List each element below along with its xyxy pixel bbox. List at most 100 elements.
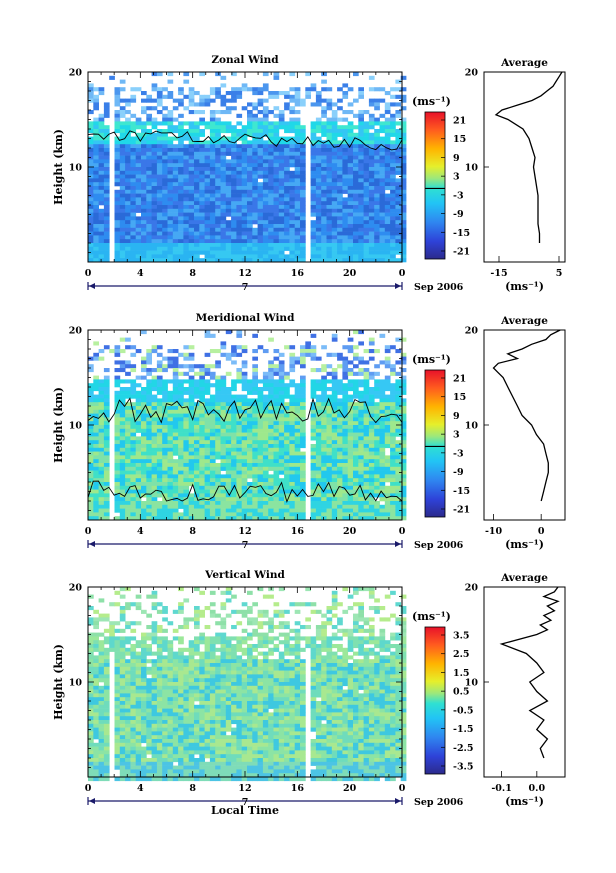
colorbar-unit: (ms⁻¹) bbox=[412, 353, 451, 366]
colorbar-label: 3 bbox=[453, 430, 460, 441]
colorbar-label: 0.5 bbox=[453, 687, 470, 698]
colorbar-label: 9 bbox=[453, 411, 460, 422]
x-tick-label: 0 bbox=[85, 526, 92, 537]
colorbar-label: 15 bbox=[453, 392, 466, 403]
x-tick-label: 20 bbox=[343, 268, 357, 279]
colorbar-label: -3.5 bbox=[453, 762, 473, 773]
wind-panel-0: Zonal Wind 10 20 Height (km) 0 4 8 12 16 20 0 7 Sep … bbox=[52, 54, 566, 293]
colorbar bbox=[424, 111, 446, 260]
colorbar-label: -15 bbox=[453, 228, 470, 239]
colorbar-label: -3 bbox=[453, 448, 464, 459]
x-tick-label: 16 bbox=[291, 783, 305, 794]
x-tick-label: 0 bbox=[399, 268, 406, 279]
colorbar-label: 1.5 bbox=[453, 668, 470, 679]
colorbar-label: -3 bbox=[453, 190, 464, 201]
x-tick-label: 8 bbox=[189, 783, 196, 794]
wind-panel-2: Vertical Wind 10 20 Height (km) 0 4 8 12 16 20 0 7 S… bbox=[52, 569, 566, 817]
profile-x-tick-label: 5 bbox=[556, 268, 563, 279]
x-tick-label: 0 bbox=[85, 268, 92, 279]
profile-title: Average bbox=[500, 315, 548, 327]
profile-unit: (ms⁻¹) bbox=[505, 795, 544, 808]
y-tick-label: 20 bbox=[69, 326, 83, 337]
colorbar-label: -21 bbox=[453, 505, 470, 516]
colorbar-label: 21 bbox=[453, 116, 466, 127]
date-label: Sep 2006 bbox=[414, 540, 464, 551]
x-tick-label: 12 bbox=[238, 526, 251, 537]
y-tick-label: 10 bbox=[69, 678, 83, 689]
x-tick-label: 0 bbox=[85, 783, 92, 794]
x-tick-label: 12 bbox=[238, 783, 251, 794]
zero-contour-low bbox=[87, 480, 403, 504]
y-axis-label: Height (km) bbox=[52, 644, 65, 720]
profile-frame bbox=[483, 586, 566, 778]
profile-line bbox=[492, 329, 561, 502]
x-tick-label: 0 bbox=[399, 526, 406, 537]
profile-frame bbox=[483, 329, 566, 521]
zero-contour bbox=[87, 130, 403, 151]
colorbar-unit: (ms⁻¹) bbox=[412, 610, 451, 623]
profile-title: Average bbox=[500, 57, 548, 69]
x-axis-label: Local Time bbox=[211, 804, 279, 817]
day-label: 7 bbox=[242, 282, 249, 293]
profile-x-tick-label: -15 bbox=[490, 268, 507, 279]
y-axis-label: Height (km) bbox=[52, 129, 65, 205]
x-tick-label: 16 bbox=[291, 268, 305, 279]
x-tick-label: 16 bbox=[291, 526, 305, 537]
date-label: Sep 2006 bbox=[414, 797, 464, 808]
day-label: 7 bbox=[242, 797, 249, 808]
y-tick-label: 10 bbox=[69, 163, 83, 174]
profile-title: Average bbox=[500, 572, 548, 584]
profile-y-tick-label: 10 bbox=[465, 678, 479, 689]
profile-y-tick-label: 10 bbox=[465, 163, 479, 174]
x-tick-label: 4 bbox=[137, 526, 144, 537]
colorbar-label: -0.5 bbox=[453, 705, 473, 716]
colorbar-label: 2.5 bbox=[453, 649, 470, 660]
x-tick-label: 8 bbox=[189, 526, 196, 537]
y-tick-label: 10 bbox=[69, 421, 83, 432]
heatmap-field bbox=[88, 330, 407, 521]
day-label: 7 bbox=[242, 540, 249, 551]
profile-unit: (ms⁻¹) bbox=[505, 538, 544, 551]
profile-x-tick-label: -0.1 bbox=[491, 783, 511, 794]
x-tick-label: 4 bbox=[137, 783, 144, 794]
x-tick-label: 20 bbox=[343, 526, 357, 537]
colorbar bbox=[424, 626, 446, 775]
colorbar-unit: (ms⁻¹) bbox=[412, 95, 451, 108]
colorbar-label: 9 bbox=[453, 153, 460, 164]
chart-title: Zonal Wind bbox=[211, 54, 279, 66]
profile-line bbox=[494, 71, 563, 243]
heatmap-field bbox=[88, 587, 407, 782]
colorbar-label: -1.5 bbox=[453, 724, 473, 735]
colorbar-label: -9 bbox=[453, 467, 464, 478]
colorbar-label: 3 bbox=[453, 172, 460, 183]
profile-line bbox=[499, 586, 560, 759]
colorbar-label: 3.5 bbox=[453, 631, 470, 642]
profile-x-tick-label: 0 bbox=[538, 526, 545, 537]
y-tick-label: 20 bbox=[69, 583, 83, 594]
profile-unit: (ms⁻¹) bbox=[505, 280, 544, 293]
profile-y-tick-label: 20 bbox=[465, 583, 479, 594]
profile-y-tick-label: 10 bbox=[465, 421, 479, 432]
x-tick-label: 12 bbox=[238, 268, 251, 279]
colorbar-label: -15 bbox=[453, 486, 470, 497]
colorbar-label: 15 bbox=[453, 134, 466, 145]
wind-panel-1: Meridional Wind 10 20 Height (km) 0 4 8 12 16 20 0… bbox=[52, 312, 566, 551]
chart-title: Meridional Wind bbox=[196, 312, 295, 324]
colorbar-label: -9 bbox=[453, 209, 464, 220]
colorbar bbox=[424, 369, 446, 518]
date-label: Sep 2006 bbox=[414, 282, 464, 293]
profile-frame bbox=[483, 71, 566, 263]
colorbar-label: -2.5 bbox=[453, 743, 473, 754]
colorbar-label: 21 bbox=[453, 374, 466, 385]
profile-x-tick-label: -10 bbox=[485, 526, 503, 537]
x-tick-label: 0 bbox=[399, 783, 406, 794]
colorbar-label: -21 bbox=[453, 247, 470, 258]
x-tick-label: 20 bbox=[343, 783, 357, 794]
profile-x-tick-label: 0.0 bbox=[529, 783, 546, 794]
profile-y-tick-label: 20 bbox=[465, 326, 479, 337]
x-tick-label: 4 bbox=[137, 268, 144, 279]
profile-y-tick-label: 20 bbox=[465, 68, 479, 79]
zero-contour bbox=[87, 397, 403, 424]
y-axis-label: Height (km) bbox=[52, 387, 65, 463]
